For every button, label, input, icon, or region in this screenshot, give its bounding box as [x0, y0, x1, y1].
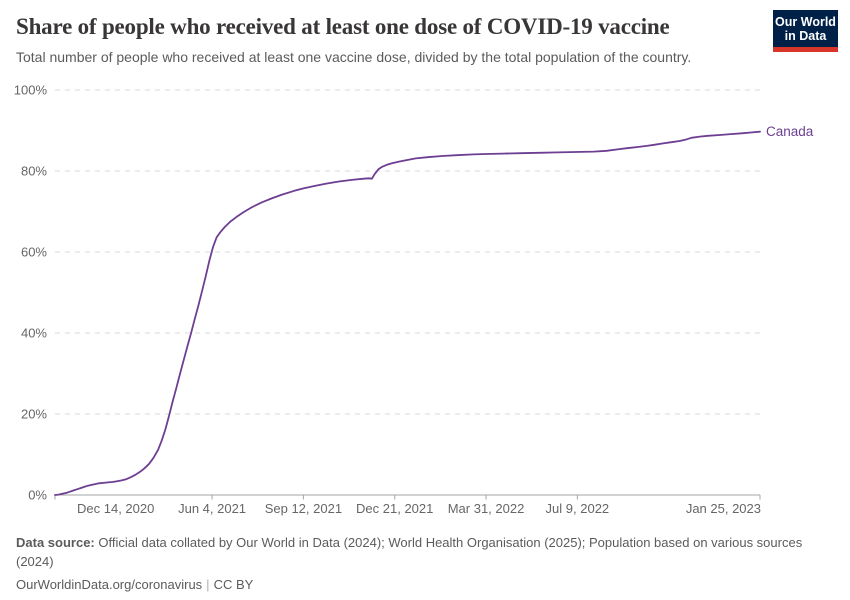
y-tick-label: 20% [21, 407, 47, 422]
series-label-canada: Canada [766, 124, 814, 139]
y-tick-label: 60% [21, 245, 47, 260]
x-tick-label: Sep 12, 2021 [265, 501, 342, 516]
y-tick-label: 0% [28, 488, 47, 503]
chart-subtitle: Total number of people who received at l… [16, 49, 692, 65]
x-tick-label: Jan 25, 2023 [686, 501, 761, 516]
x-tick-label: Jun 4, 2021 [178, 501, 246, 516]
x-tick-label: Jul 9, 2022 [546, 501, 610, 516]
y-tick-label: 80% [21, 164, 47, 179]
owid-logo-line-1: Our World [775, 14, 836, 29]
chart-title: Share of people who received at least on… [16, 14, 670, 39]
citation-separator: | [206, 577, 210, 592]
x-tick-label: Dec 21, 2021 [356, 501, 433, 516]
datasource-label: Data source: [16, 535, 95, 550]
x-tick-label: Mar 31, 2022 [448, 501, 525, 516]
owid-logo: Our World in Data [773, 10, 838, 52]
footer-datasource: Data source: Official data collated by O… [16, 533, 814, 571]
owid-logo-line-2: in Data [784, 28, 827, 43]
y-tick-label: 100% [14, 83, 48, 98]
datasource-text: Official data collated by Our World in D… [16, 535, 803, 569]
x-tick-label: Dec 14, 2020 [77, 501, 154, 516]
y-tick-label: 40% [21, 326, 47, 341]
citation-license: CC BY [213, 577, 254, 592]
footer: Data source: Official data collated by O… [16, 533, 814, 594]
footer-citation: OurWorldinData.org/coronavirus | CC BY [16, 575, 814, 594]
series-line-canada [54, 130, 761, 496]
citation-url: OurWorldinData.org/coronavirus [16, 577, 203, 592]
